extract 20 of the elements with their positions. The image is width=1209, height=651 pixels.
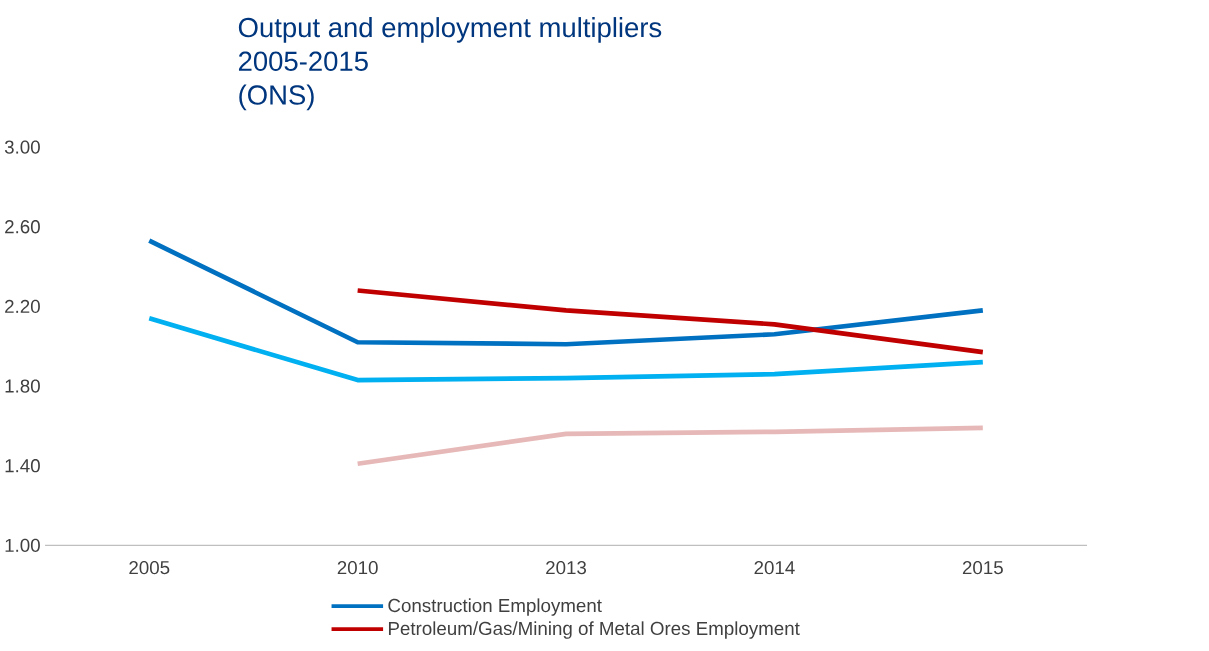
line-series <box>355 425 986 466</box>
text: (ONS) <box>239 84 314 111</box>
x-tick-label: 2010 <box>337 560 378 575</box>
y-tick-label: 1.80 <box>5 379 40 393</box>
x-tick-label: 2015 <box>962 560 1003 575</box>
x-tick-label: 2013 <box>546 560 587 575</box>
x-tick-label: 2014 <box>754 560 795 575</box>
legend-label: Petroleum/Gas/Mining of Metal Ores Employment <box>388 621 800 639</box>
legend-label: Construction Employment <box>388 598 602 616</box>
y-tick-label: 2.20 <box>5 299 40 313</box>
chart-title: Output and employment multipliers <box>238 16 662 43</box>
line-series <box>146 315 986 383</box>
x-tick-label: 2005 <box>129 560 170 575</box>
y-tick-label: 3.00 <box>4 140 40 154</box>
y-tick-label: 2.60 <box>5 220 40 234</box>
chart-subtitle: 2005-2015 <box>238 51 368 71</box>
y-tick-label: 1.00 <box>5 538 40 552</box>
line-series <box>146 238 986 347</box>
line-series <box>355 288 986 355</box>
y-tick-label: 1.40 <box>5 458 40 473</box>
